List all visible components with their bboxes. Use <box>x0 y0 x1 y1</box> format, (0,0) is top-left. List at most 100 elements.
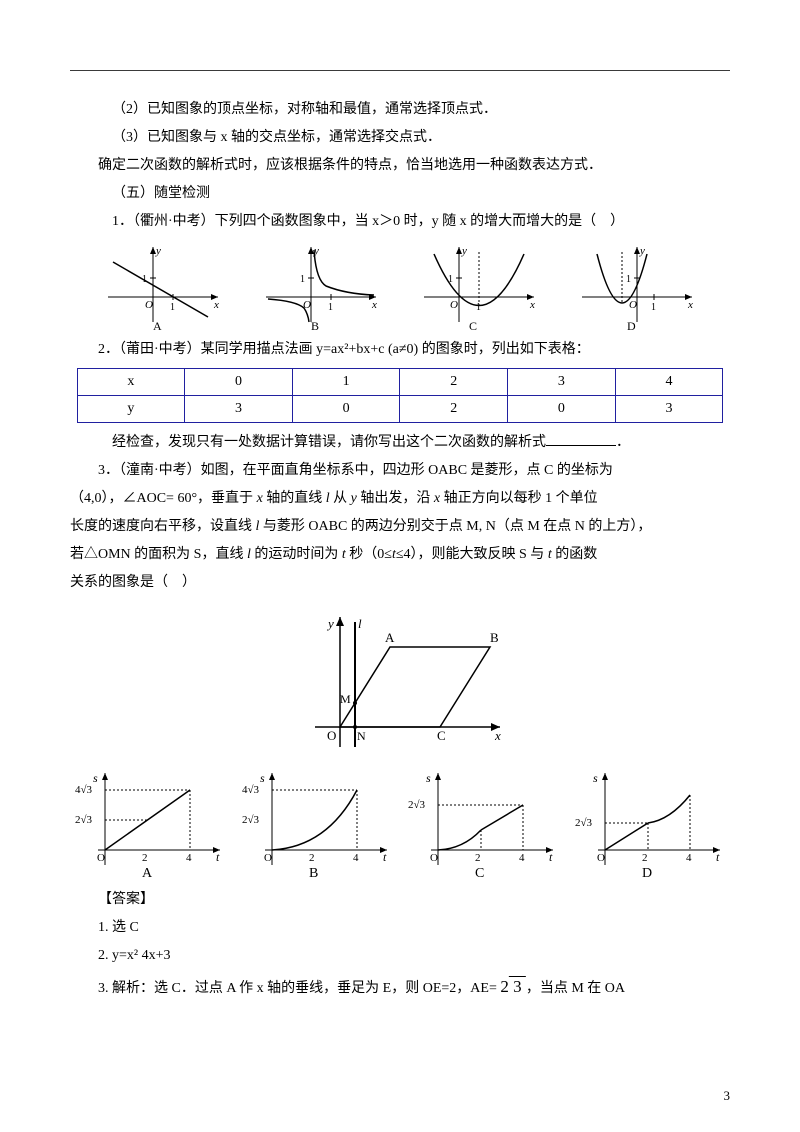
blank-fill <box>546 432 616 446</box>
cell-x: x <box>77 369 185 396</box>
svg-text:2√3: 2√3 <box>242 814 260 826</box>
q3-l5: 关系的图象是（ ） <box>70 569 730 597</box>
q3-opt-b: 4√3 2√3 O 2 4 t s B <box>237 765 397 880</box>
svg-text:C: C <box>437 728 446 743</box>
page-number: 3 <box>724 1088 731 1104</box>
q2-period: ． <box>616 435 630 450</box>
svg-text:s: s <box>260 771 265 785</box>
svg-text:4: 4 <box>353 852 359 864</box>
q2-after-text: 经检查，发现只有一处数据计算错误，请你写出这个二次函数的解析式 <box>112 435 546 450</box>
svg-text:D: D <box>627 319 636 332</box>
intro-p2: （2）已知图象的顶点坐标，对称轴和最值，通常选择顶点式． <box>70 96 730 124</box>
q1-graphs: O 1 1 x y A O 1 1 x y B <box>70 242 730 332</box>
svg-text:t: t <box>216 850 220 864</box>
answer-header: 【答案】 <box>70 886 730 914</box>
section-5-heading: （五）随堂检测 <box>70 180 730 208</box>
page-container: （2）已知图象的顶点坐标，对称轴和最值，通常选择顶点式． （3）已知图象与 x … <box>0 0 800 1132</box>
svg-text:2: 2 <box>309 852 315 864</box>
svg-text:y: y <box>639 245 645 257</box>
svg-text:1: 1 <box>328 302 333 313</box>
svg-text:O: O <box>450 299 458 311</box>
svg-text:x: x <box>529 299 535 311</box>
answer-1: 1. 选 C <box>70 914 730 942</box>
q2-text: 2．（莆田·中考）某同学用描点法画 y=ax²+bx+c (a≠0) 的图象时，… <box>70 336 730 364</box>
svg-text:y: y <box>155 245 161 257</box>
q2-after: 经检查，发现只有一处数据计算错误，请你写出这个二次函数的解析式 ． <box>70 429 730 457</box>
svg-text:C: C <box>469 319 477 332</box>
q1-text: 1．（衢州·中考）下列四个函数图象中，当 x＞0 时，y 随 x 的增大而增大的… <box>70 208 730 236</box>
svg-text:1: 1 <box>476 302 481 313</box>
q3-l1: 3．（潼南·中考）如图，在平面直角坐标系中，四边形 OABC 是菱形，点 C 的… <box>70 457 730 485</box>
svg-text:s: s <box>593 771 598 785</box>
answer-3: 3. 解析：选 C．过点 A 作 x 轴的垂线，垂足为 E，则 OE=2，AE=… <box>70 970 730 1004</box>
svg-text:x: x <box>371 299 377 311</box>
svg-text:y: y <box>326 616 334 631</box>
svg-text:y: y <box>313 245 319 257</box>
intro-p3: （3）已知图象与 x 轴的交点坐标，通常选择交点式． <box>70 124 730 152</box>
svg-text:2: 2 <box>142 852 148 864</box>
svg-text:2√3: 2√3 <box>75 814 93 826</box>
svg-text:B: B <box>490 630 499 645</box>
intro-summary: 确定二次函数的解析式时，应该根据条件的特点，恰当地选用一种函数表达方式． <box>70 152 730 180</box>
q3-opt-c: 2√3 O 2 4 t s C <box>403 765 563 880</box>
svg-text:1: 1 <box>626 274 631 285</box>
svg-text:O: O <box>264 852 272 864</box>
svg-text:A: A <box>142 866 153 880</box>
svg-text:4: 4 <box>686 852 692 864</box>
svg-text:B: B <box>309 866 318 880</box>
svg-text:A: A <box>385 630 395 645</box>
svg-text:4: 4 <box>519 852 525 864</box>
svg-text:O: O <box>145 299 153 311</box>
table-row: x 0 1 2 3 4 <box>77 369 723 396</box>
svg-text:l: l <box>358 616 362 631</box>
q2-table: x 0 1 2 3 4 y 3 0 2 0 3 <box>77 368 724 423</box>
answer-2: 2. y=x² 4x+3 <box>70 942 730 970</box>
q3-l2: （4,0），∠AOC= 60°，垂直于 x 轴的直线 l 从 y 轴出发，沿 x… <box>70 485 730 513</box>
svg-text:x: x <box>687 299 693 311</box>
svg-text:x: x <box>213 299 219 311</box>
svg-text:1: 1 <box>142 274 147 285</box>
svg-text:D: D <box>642 866 652 880</box>
svg-text:M: M <box>340 692 351 706</box>
svg-text:4√3: 4√3 <box>242 784 260 796</box>
svg-text:1: 1 <box>170 302 175 313</box>
q3-opt-d: 2√3 O 2 4 t s D <box>570 765 730 880</box>
svg-text:B: B <box>311 319 319 332</box>
q3-opt-a: 4√3 2√3 O 2 4 t s A <box>70 765 230 880</box>
svg-text:O: O <box>629 299 637 311</box>
q3-l4: 若△OMN 的面积为 S，直线 l 的运动时间为 t 秒（0≤t≤4），则能大致… <box>70 541 730 569</box>
svg-text:2√3: 2√3 <box>575 817 593 829</box>
svg-text:O: O <box>303 299 311 311</box>
svg-text:4: 4 <box>186 852 192 864</box>
q3-main-figure: y l A B M O N C x <box>70 607 730 757</box>
table-row: y 3 0 2 0 3 <box>77 396 723 423</box>
svg-text:O: O <box>327 728 336 743</box>
svg-text:2√3: 2√3 <box>408 799 426 811</box>
svg-text:1: 1 <box>651 302 656 313</box>
svg-text:y: y <box>461 245 467 257</box>
svg-text:t: t <box>383 850 387 864</box>
svg-text:t: t <box>549 850 553 864</box>
svg-text:1: 1 <box>300 274 305 285</box>
svg-text:s: s <box>426 771 431 785</box>
q1-graph-b: O 1 1 x y B <box>256 242 386 332</box>
svg-text:O: O <box>597 852 605 864</box>
svg-text:A: A <box>153 319 162 332</box>
svg-text:1: 1 <box>448 274 453 285</box>
svg-text:O: O <box>97 852 105 864</box>
q3-l3: 长度的速度向右平移，设直线 l 与菱形 OABC 的两边分别交于点 M, N（点… <box>70 513 730 541</box>
q1-graph-c: O 1 1 x y C <box>414 242 544 332</box>
cell-y: y <box>77 396 185 423</box>
svg-text:O: O <box>430 852 438 864</box>
svg-text:s: s <box>93 771 98 785</box>
svg-text:2: 2 <box>642 852 648 864</box>
svg-text:2: 2 <box>475 852 481 864</box>
top-rule <box>70 70 730 71</box>
svg-text:x: x <box>494 728 501 743</box>
svg-text:N: N <box>357 729 366 743</box>
svg-text:C: C <box>475 866 484 880</box>
q1-graph-a: O 1 1 x y A <box>98 242 228 332</box>
svg-text:t: t <box>716 850 720 864</box>
q1-graph-d: O 1 1 x y D <box>572 242 702 332</box>
rhombus-figure: y l A B M O N C x <box>285 607 515 757</box>
